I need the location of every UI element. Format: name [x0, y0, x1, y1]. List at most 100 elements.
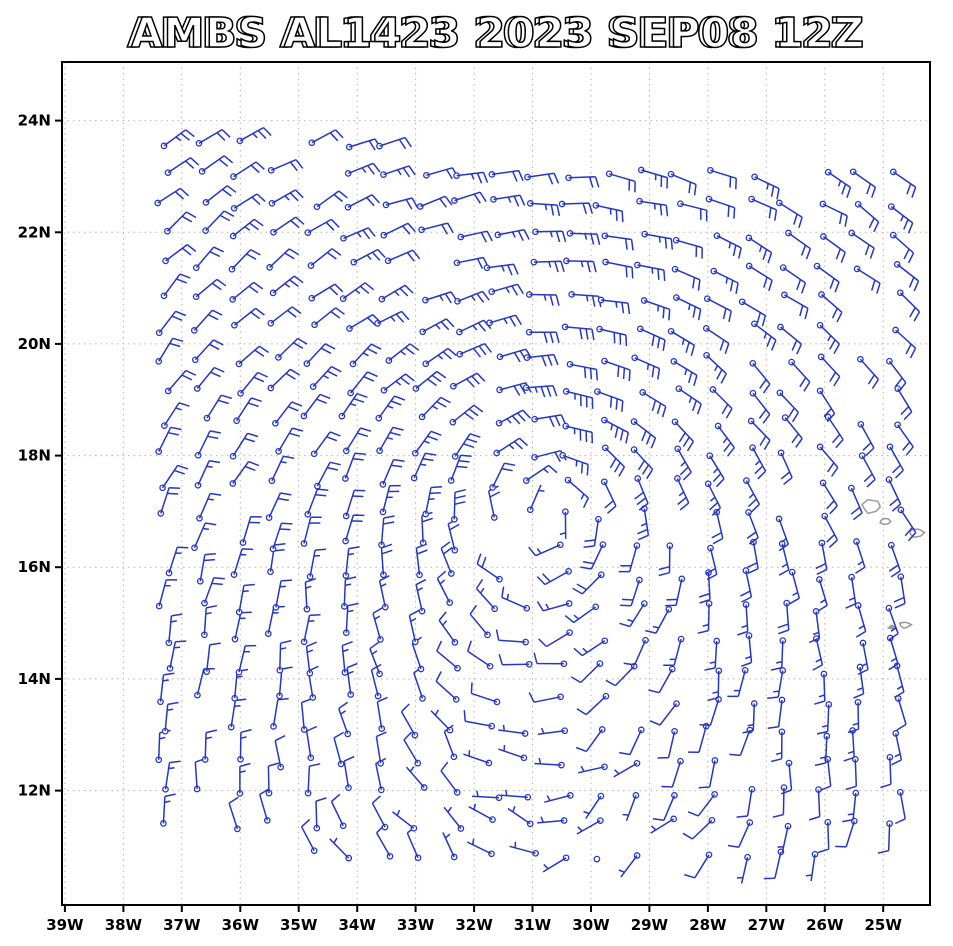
wind-barb [233, 397, 262, 425]
wind-barb [705, 544, 718, 581]
barb-staff-and-feathers [466, 640, 491, 667]
wind-barb [667, 327, 696, 357]
barb-staff-and-feathers [303, 613, 321, 642]
wind-barb [300, 697, 313, 733]
barb-staff-and-feathers [341, 640, 353, 673]
wind-barb [619, 600, 648, 628]
barb-staff-and-feathers [712, 388, 733, 419]
wind-barb [634, 475, 649, 511]
barb-staff-and-feathers [305, 641, 317, 674]
wind-barb [687, 722, 710, 753]
y-tick-label: 12N [18, 782, 51, 800]
wind-barb [674, 475, 690, 511]
barb-staff-and-feathers [888, 544, 902, 578]
wind-barb [575, 726, 606, 753]
wind-barb [559, 508, 569, 539]
barb-staff-and-feathers [746, 512, 759, 545]
wind-barb [300, 393, 331, 420]
wind-barb [813, 262, 840, 293]
barb-staff-and-feathers [752, 392, 771, 424]
barb-staff-and-feathers [161, 464, 189, 489]
barb-staff-and-feathers [435, 671, 457, 700]
y-tick-label: 14N [18, 670, 51, 688]
wind-barb [620, 576, 643, 607]
barb-staff-and-feathers [163, 273, 191, 297]
barb-staff-and-feathers [599, 328, 628, 347]
wind-barb [196, 552, 216, 585]
barb-staff-and-feathers [507, 805, 531, 825]
wind-barb [892, 326, 917, 359]
barb-staff-and-feathers [892, 171, 917, 198]
barb-staff-and-feathers [620, 579, 641, 607]
wind-barb [304, 488, 329, 518]
barb-staff-and-feathers [314, 307, 345, 326]
barb-staff-and-feathers [534, 757, 562, 766]
barb-staff-and-feathers [233, 548, 254, 575]
barb-staff-and-feathers [475, 578, 496, 610]
barb-staff-and-feathers [861, 455, 876, 488]
wind-barb [816, 321, 841, 354]
wind-barb [636, 325, 666, 351]
barb-staff-and-feathers [493, 194, 526, 207]
wind-barb [561, 323, 595, 341]
wind-barb [229, 460, 260, 487]
island-coastline-sao-nicolau [909, 528, 926, 538]
wind-barb [376, 696, 388, 732]
wind-barb [779, 264, 807, 294]
barb-staff-and-feathers [387, 249, 421, 262]
wind-barb [703, 295, 732, 323]
barb-staff-and-feathers [346, 662, 358, 695]
barb-staff-and-feathers [705, 547, 718, 581]
wind-barb [537, 816, 568, 824]
barb-staff-and-feathers [383, 373, 415, 391]
wind-barb [740, 567, 753, 603]
wind-barb [601, 416, 630, 444]
wind-barb [580, 541, 607, 570]
wind-barb [440, 541, 455, 577]
wind-barb [893, 573, 906, 609]
wind-barb [763, 848, 785, 880]
wind-barb [191, 339, 224, 364]
barb-staff-and-feathers [414, 430, 442, 454]
barb-staff-and-feathers [737, 604, 749, 636]
barb-staff-and-feathers [415, 543, 428, 575]
barb-staff-and-feathers [300, 697, 313, 730]
wind-barb [157, 486, 181, 517]
barb-staff-and-feathers [777, 603, 790, 635]
barb-staff-and-feathers [421, 222, 454, 235]
barb-staff-and-feathers [392, 809, 415, 829]
barb-staff-and-feathers [711, 512, 724, 545]
barb-staff-and-feathers [501, 586, 527, 609]
wind-barb [637, 166, 669, 189]
wind-barb [370, 663, 382, 700]
wind-barb [300, 613, 321, 646]
barb-staff-and-feathers [233, 193, 266, 209]
wind-barb [483, 263, 519, 276]
wind-barb [306, 548, 327, 580]
wind-barb [746, 538, 759, 574]
station-circle [710, 267, 718, 275]
wind-barb [714, 422, 735, 457]
barb-staff-and-feathers [604, 419, 630, 444]
barb-staff-and-feathers [845, 576, 857, 609]
barb-staff-and-feathers [576, 695, 607, 716]
wind-barb [308, 129, 344, 147]
barb-staff-and-feathers [239, 126, 272, 142]
barb-staff-and-feathers [713, 270, 739, 294]
barb-staff-and-feathers [232, 460, 260, 484]
wind-barb [155, 579, 178, 610]
wind-barb [422, 486, 443, 518]
wind-barb [379, 484, 401, 516]
wind-barb [454, 290, 490, 305]
wind-barb [494, 228, 530, 242]
barb-staff-and-feathers [687, 725, 707, 753]
x-tick-label: 39W [46, 916, 84, 934]
barb-staff-and-feathers [166, 211, 197, 232]
barb-staff-and-feathers [421, 396, 451, 418]
barb-staff-and-feathers [454, 191, 487, 204]
barb-staff-and-feathers [767, 699, 783, 730]
wind-barb [857, 420, 875, 457]
wind-barb [577, 763, 608, 774]
barb-staff-and-feathers [344, 452, 366, 479]
wind-barb [344, 162, 381, 177]
